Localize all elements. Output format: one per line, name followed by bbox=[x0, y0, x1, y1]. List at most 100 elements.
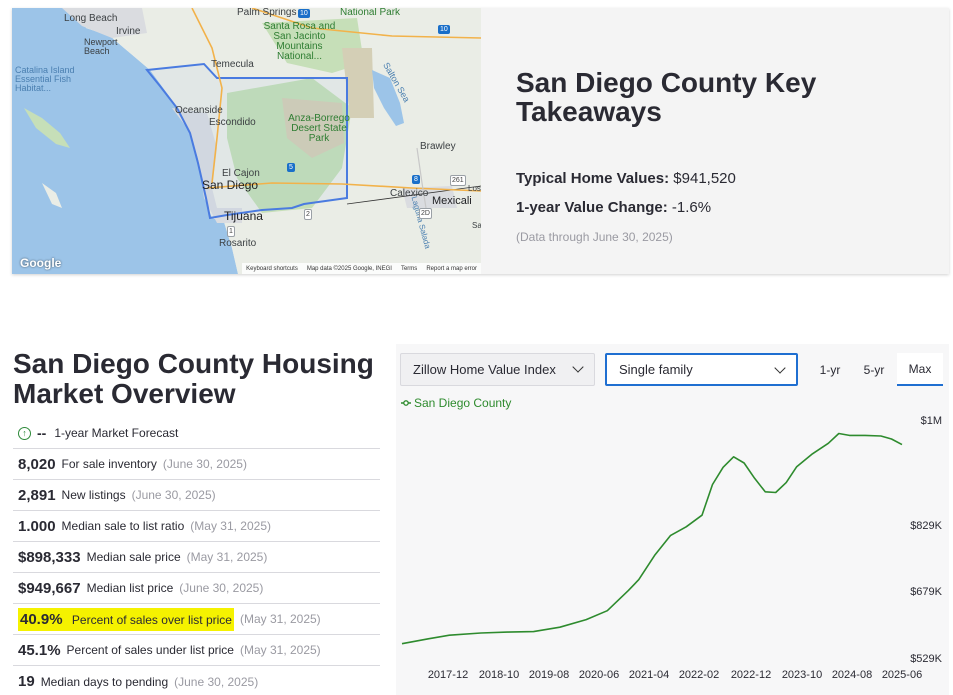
map-shield-hwy-8: 8 bbox=[412, 175, 420, 184]
map-label-calexico: Calexico bbox=[390, 188, 429, 199]
metric-label: New listings bbox=[61, 488, 126, 502]
metric-date: (June 30, 2025) bbox=[174, 674, 259, 689]
map-footer-terms[interactable]: Terms bbox=[400, 265, 418, 272]
x-tick-label: 2025-06 bbox=[882, 669, 922, 681]
metric-date: (June 30, 2025) bbox=[162, 457, 247, 471]
x-tick-label: 2017-12 bbox=[428, 669, 468, 681]
map-label-los: Los bbox=[468, 184, 481, 193]
metric-date: (June 30, 2025) bbox=[179, 581, 264, 595]
map-label-santa-rosa: Santa Rosa and San Jacinto Mountains Nat… bbox=[263, 21, 336, 62]
metric-row: 2,891 New listings (June 30, 2025) bbox=[13, 480, 380, 511]
legend-label: San Diego County bbox=[414, 396, 511, 410]
metric-row: $949,667 Median list price (June 30, 202… bbox=[13, 573, 380, 604]
map-shield-hwy-10a: 10 bbox=[298, 9, 310, 18]
map-label-san-diego: San Diego bbox=[202, 178, 259, 192]
typical-home-value-amount: $941,520 bbox=[673, 170, 736, 187]
takeaways-panel: San Diego County Key Takeaways Typical H… bbox=[516, 67, 936, 244]
typical-home-value: Typical Home Values: $941,520 bbox=[516, 170, 736, 187]
home-type-select-value: Single family bbox=[619, 362, 693, 377]
map-label-temecula: Temecula bbox=[211, 59, 254, 70]
metric-value: 45.1% bbox=[18, 641, 61, 659]
metric-row: 45.1% Percent of sales under list price … bbox=[13, 635, 380, 666]
map-shield-hwy-2: 2 bbox=[304, 209, 312, 220]
metric-row: 8,020 For sale inventory (June 30, 2025) bbox=[13, 449, 380, 480]
map-label-brawley: Brawley bbox=[420, 141, 456, 152]
value-change-label: 1-year Value Change: bbox=[516, 199, 668, 216]
map-shield-hwy-2d: 2D bbox=[419, 208, 432, 219]
home-value-chart-panel: Zillow Home Value Index Single family 1-… bbox=[396, 344, 949, 695]
metric-forecast: ↑ -- 1-year Market Forecast bbox=[13, 418, 380, 449]
metric-row-highlighted: 40.9% Percent of sales over list price (… bbox=[13, 604, 380, 635]
metric-label: Median days to pending bbox=[40, 674, 169, 689]
series-line bbox=[401, 432, 903, 645]
range-5yr-button[interactable]: 5-yr bbox=[863, 362, 885, 377]
y-tick-label: $679K bbox=[910, 586, 942, 598]
map-label-national-park: National Park bbox=[340, 8, 401, 18]
metric-row: $898,333 Median sale price (May 31, 2025… bbox=[13, 542, 380, 573]
metric-date: (May 31, 2025) bbox=[239, 643, 321, 657]
metric-label: For sale inventory bbox=[61, 457, 157, 471]
metric-label: Percent of sales under list price bbox=[66, 643, 234, 657]
x-tick-label: 2021-04 bbox=[629, 669, 669, 681]
metric-label: Percent of sales over list price bbox=[71, 612, 232, 627]
market-metrics-list: ↑ -- 1-year Market Forecast 8,020 For sa… bbox=[13, 418, 380, 695]
map-shield-hwy-261: 261 bbox=[450, 175, 466, 186]
metric-date: (June 30, 2025) bbox=[131, 488, 216, 502]
x-tick-label: 2022-12 bbox=[731, 669, 771, 681]
map-footer-report[interactable]: Report a map error bbox=[426, 265, 477, 272]
map-label-irvine: Irvine bbox=[116, 26, 141, 37]
map-label-catalina: Catalina Island Essential Fish Habitat..… bbox=[15, 65, 75, 93]
x-tick-label: 2024-08 bbox=[832, 669, 872, 681]
metric-value: $898,333 bbox=[18, 548, 81, 566]
range-max-button[interactable]: Max bbox=[897, 353, 943, 386]
map-shield-hwy-1: 1 bbox=[227, 226, 235, 237]
map-label-tijuana: Tijuana bbox=[224, 209, 263, 223]
range-1yr-button[interactable]: 1-yr bbox=[819, 362, 841, 377]
index-select[interactable]: Zillow Home Value Index bbox=[400, 353, 595, 386]
value-change: 1-year Value Change: -1.6% bbox=[516, 199, 711, 216]
map-label-long-beach: Long Beach bbox=[64, 13, 118, 24]
metric-value: 2,891 bbox=[18, 486, 56, 504]
legend-marker bbox=[403, 400, 409, 406]
map-shield-hwy-10b: 10 bbox=[438, 25, 450, 34]
y-tick-label: $1M bbox=[921, 415, 942, 427]
metric-value: 8,020 bbox=[18, 455, 56, 473]
home-value-chart[interactable]: $529K $679K $829K $1M 2017-12 2018-10 2019-08 2… bbox=[396, 344, 949, 695]
metric-label: Median sale price bbox=[86, 550, 181, 564]
data-as-of: (Data through June 30, 2025) bbox=[516, 230, 673, 244]
map-footer-shortcuts[interactable]: Keyboard shortcuts bbox=[246, 265, 298, 272]
y-tick-label: $829K bbox=[910, 520, 942, 532]
metric-date: (May 31, 2025) bbox=[239, 612, 321, 626]
google-logo: Google bbox=[20, 256, 62, 270]
metric-value: $949,667 bbox=[18, 579, 81, 597]
forecast-label: 1-year Market Forecast bbox=[54, 426, 179, 440]
map-label-sa: Sa bbox=[472, 221, 481, 230]
metric-row: 1.000 Median sale to list ratio (May 31,… bbox=[13, 511, 380, 542]
map-label-oceanside: Oceanside bbox=[175, 105, 223, 116]
map-label-anza-borrego: Anza-Borrego Desert State Park bbox=[288, 113, 350, 144]
overview-title: San Diego County Housing Market Overview bbox=[13, 348, 374, 409]
map-canvas[interactable] bbox=[12, 8, 481, 274]
metric-value: 40.9% bbox=[20, 610, 63, 628]
forecast-value: -- bbox=[37, 425, 47, 441]
highlight-marker: 40.9% Percent of sales over list price bbox=[18, 607, 234, 631]
x-tick-label: 2018-10 bbox=[479, 669, 519, 681]
metric-row: 19 Median days to pending (June 30, 2025… bbox=[13, 666, 380, 695]
map-label-mexicali: Mexicali bbox=[432, 195, 472, 207]
map-label-rosarito: Rosarito bbox=[219, 238, 257, 249]
x-tick-label: 2022-02 bbox=[679, 669, 719, 681]
map-shield-hwy-5: 5 bbox=[287, 163, 295, 172]
takeaways-title: San Diego County Key Takeaways bbox=[516, 67, 817, 127]
value-change-amount: -1.6% bbox=[671, 199, 712, 216]
metric-value: 19 bbox=[18, 673, 35, 690]
x-tick-label: 2020-06 bbox=[579, 669, 619, 681]
x-tick-label: 2023-10 bbox=[782, 669, 822, 681]
x-tick-label: 2019-08 bbox=[529, 669, 569, 681]
arrow-up-circle-icon: ↑ bbox=[18, 426, 31, 440]
metric-label: Median list price bbox=[86, 581, 174, 595]
county-map[interactable]: Long Beach Irvine Newport Beach Palm Spr… bbox=[12, 8, 481, 274]
metric-date: (May 31, 2025) bbox=[186, 550, 268, 564]
map-label-el-cajon: El Cajon bbox=[222, 168, 260, 179]
home-type-select[interactable]: Single family bbox=[605, 353, 798, 386]
metric-date: (May 31, 2025) bbox=[190, 519, 271, 533]
